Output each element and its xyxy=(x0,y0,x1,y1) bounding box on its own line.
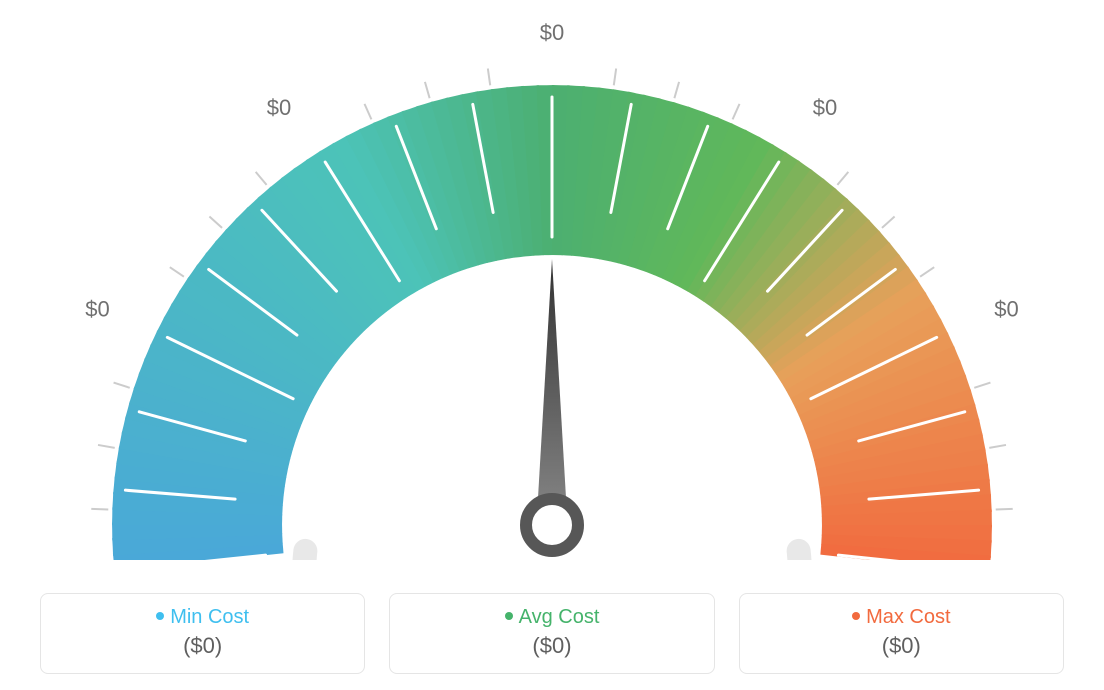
legend-value-max: ($0) xyxy=(740,633,1063,659)
gauge-area: $0$0$0$0$0$0$0 xyxy=(0,0,1104,560)
legend-dot-min xyxy=(156,612,164,620)
legend-label-min: Min Cost xyxy=(41,606,364,629)
legend-row: Min Cost ($0) Avg Cost ($0) Max Cost ($0… xyxy=(40,593,1064,674)
legend-box-max: Max Cost ($0) xyxy=(739,593,1064,674)
gauge-svg: $0$0$0$0$0$0$0 xyxy=(0,0,1104,560)
legend-label-max: Max Cost xyxy=(740,606,1063,629)
legend-box-min: Min Cost ($0) xyxy=(40,593,365,674)
svg-text:$0: $0 xyxy=(267,95,291,120)
svg-text:$0: $0 xyxy=(540,20,564,45)
gauge-chart-container: $0$0$0$0$0$0$0 Min Cost ($0) Avg Cost ($… xyxy=(0,0,1104,690)
legend-value-min: ($0) xyxy=(41,633,364,659)
legend-label-min-text: Min Cost xyxy=(170,606,249,628)
svg-text:$0: $0 xyxy=(85,296,109,321)
legend-dot-max xyxy=(852,612,860,620)
svg-text:$0: $0 xyxy=(994,296,1018,321)
legend-value-avg: ($0) xyxy=(390,633,713,659)
legend-dot-avg xyxy=(505,612,513,620)
svg-text:$0: $0 xyxy=(813,95,837,120)
legend-label-max-text: Max Cost xyxy=(866,606,950,628)
legend-label-avg: Avg Cost xyxy=(390,606,713,629)
legend-box-avg: Avg Cost ($0) xyxy=(389,593,714,674)
legend-label-avg-text: Avg Cost xyxy=(519,606,600,628)
